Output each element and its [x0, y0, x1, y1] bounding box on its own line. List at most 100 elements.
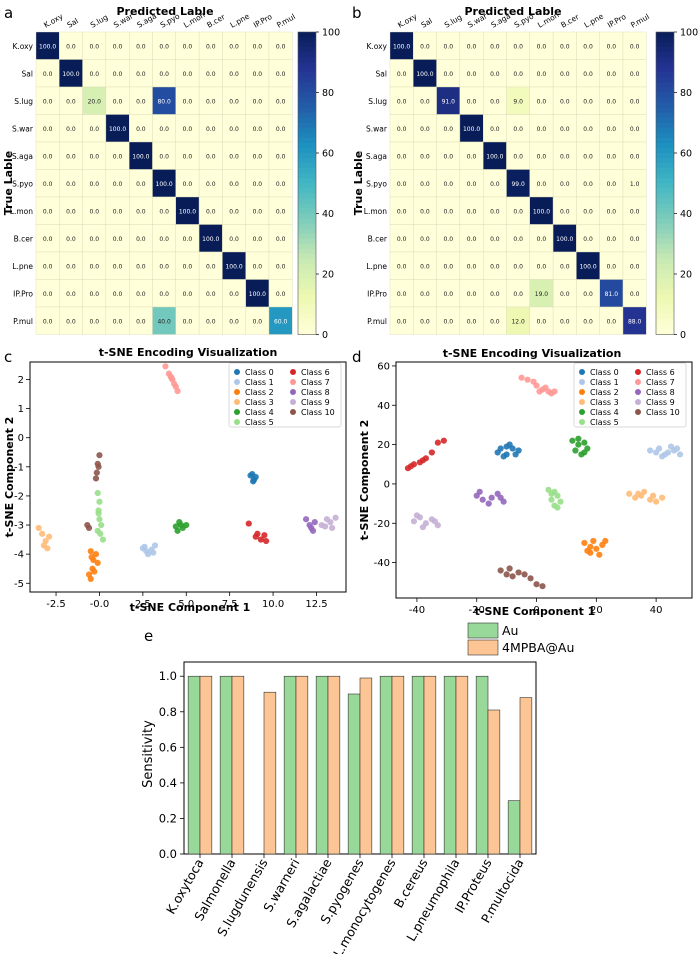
legend-label: Class 9 — [646, 398, 675, 407]
colorbar-segment — [298, 203, 316, 210]
scatter-point — [88, 553, 95, 561]
heatmap-cell-value: 0.0 — [113, 43, 123, 50]
scatter-point — [500, 453, 507, 460]
scatter-point — [141, 543, 148, 550]
heatmap-cell-value: 0.0 — [113, 71, 123, 78]
heatmap-cell-value: 12.0 — [511, 318, 525, 325]
colorbar-segment — [298, 168, 316, 174]
colorbar-segment — [656, 158, 674, 164]
legend-marker — [579, 409, 585, 415]
heatmap-y-tick-label: K.oxy — [366, 42, 387, 51]
scatter-point — [581, 539, 588, 547]
plot-frame — [29, 361, 347, 593]
heatmap-cell-value: 0.0 — [607, 181, 617, 188]
scatter-point — [530, 378, 537, 385]
scatter-d-title: t-SNE Encoding Visualization — [443, 347, 622, 360]
heatmap-cell-value: 100.0 — [109, 126, 126, 133]
scatter-point — [506, 565, 513, 572]
colorbar-segment — [656, 329, 674, 336]
heatmap-cell-value: 0.0 — [136, 71, 146, 78]
heatmap-cell-value: 0.0 — [630, 263, 640, 270]
heatmap-cell-value: 100.0 — [533, 208, 550, 215]
bar-e-ylabel: Sensitivity — [141, 720, 156, 788]
colorbar-tick-label: 100 — [680, 28, 698, 39]
heatmap-y-tick-label: S.aga — [366, 152, 387, 161]
heatmap-cell-value: 0.0 — [136, 181, 146, 188]
heatmap-cell-value: 0.0 — [253, 98, 263, 105]
scatter-point — [168, 374, 175, 382]
heatmap-cell-value: 0.0 — [113, 153, 123, 160]
colorbar-tick-label: 0 — [680, 330, 686, 341]
colorbar-segment — [656, 233, 674, 240]
y-tick-label: 0.6 — [159, 740, 177, 754]
bar — [379, 675, 393, 855]
legend-marker — [579, 419, 585, 425]
scatter-point — [174, 527, 181, 534]
heatmap-cell-value: 0.0 — [276, 291, 286, 298]
scatter-point — [311, 519, 318, 526]
heatmap-cell-value: 0.0 — [276, 181, 286, 188]
colorbar-segment — [298, 253, 316, 260]
heatmap-cell-value: 0.0 — [537, 71, 547, 78]
heatmap-cell-value: 0.0 — [537, 98, 547, 105]
scatter-point — [413, 512, 421, 519]
colorbar-segment — [298, 62, 316, 68]
heatmap-cell-value: 0.0 — [183, 291, 193, 298]
heatmap-cell-value: 0.0 — [206, 98, 216, 105]
heatmap-cell-value: 0.0 — [183, 98, 193, 105]
colorbar-segment — [298, 289, 316, 295]
colorbar-segment — [656, 117, 674, 124]
colorbar-segment — [298, 329, 316, 336]
scatter-point — [659, 494, 666, 501]
colorbar-segment — [656, 243, 674, 250]
colorbar-segment — [656, 304, 674, 310]
heatmap-y-tick-label: Sal — [22, 69, 33, 78]
heatmap-cell-value: 0.0 — [206, 318, 216, 325]
colorbar-segment — [656, 153, 674, 159]
legend-marker — [290, 369, 296, 375]
heatmap-cell-value: 0.0 — [630, 208, 640, 215]
y-tick-label: -40 — [374, 558, 390, 569]
legend-swatch — [467, 639, 499, 656]
heatmap-cell-value: 0.0 — [583, 153, 593, 160]
colorbar-segment — [656, 137, 674, 144]
heatmap-cell-value: 0.0 — [183, 71, 193, 78]
heatmap-cell-value: 100.0 — [393, 43, 410, 50]
colorbar-segment — [656, 57, 674, 63]
heatmap-cell-value: 0.0 — [43, 263, 53, 270]
bar — [391, 675, 405, 855]
colorbar-segment — [656, 319, 674, 326]
x-tick-label: -0.0 — [90, 599, 110, 610]
scatter-point — [93, 469, 100, 476]
colorbar-segment — [298, 153, 316, 159]
heatmap-cell-value: 100.0 — [556, 236, 573, 243]
scatter-point — [245, 520, 252, 527]
colorbar-segment — [298, 112, 316, 119]
legend-label: Class 10 — [646, 408, 680, 417]
y-tick-label: 20 — [377, 440, 390, 451]
colorbar-segment — [298, 258, 316, 265]
heatmap-cell-value: 0.0 — [66, 263, 76, 270]
heatmap-cell-value: 0.0 — [537, 236, 547, 243]
heatmap-cell-value: 0.0 — [136, 263, 146, 270]
heatmap-b: Predicted Lable True Lable 100.0 0.0 0.0 0.… — [352, 5, 698, 341]
colorbar-segment — [298, 279, 316, 285]
colorbar-segment — [298, 32, 316, 38]
colorbar-segment — [656, 102, 674, 109]
scatter-point — [35, 524, 42, 532]
scatter-point — [641, 488, 648, 495]
legend-marker — [234, 389, 240, 395]
scatter-point — [183, 521, 190, 529]
heatmap-cell-value: 0.0 — [183, 153, 193, 160]
heatmap-cell-value: 0.0 — [253, 71, 263, 78]
heatmap-cell-value: 0.0 — [560, 126, 570, 133]
heatmap-cell-value: 0.0 — [113, 181, 123, 188]
heatmap-y-tick-label: L.pne — [12, 262, 33, 271]
scatter-point — [497, 567, 504, 574]
colorbar-segment — [656, 279, 674, 285]
heatmap-cell-value: 0.0 — [420, 318, 430, 325]
heatmap-cell-value: 0.0 — [229, 236, 239, 243]
colorbar-segment — [298, 238, 316, 245]
heatmap-cell-value: 0.0 — [420, 98, 430, 105]
bar — [283, 675, 297, 855]
